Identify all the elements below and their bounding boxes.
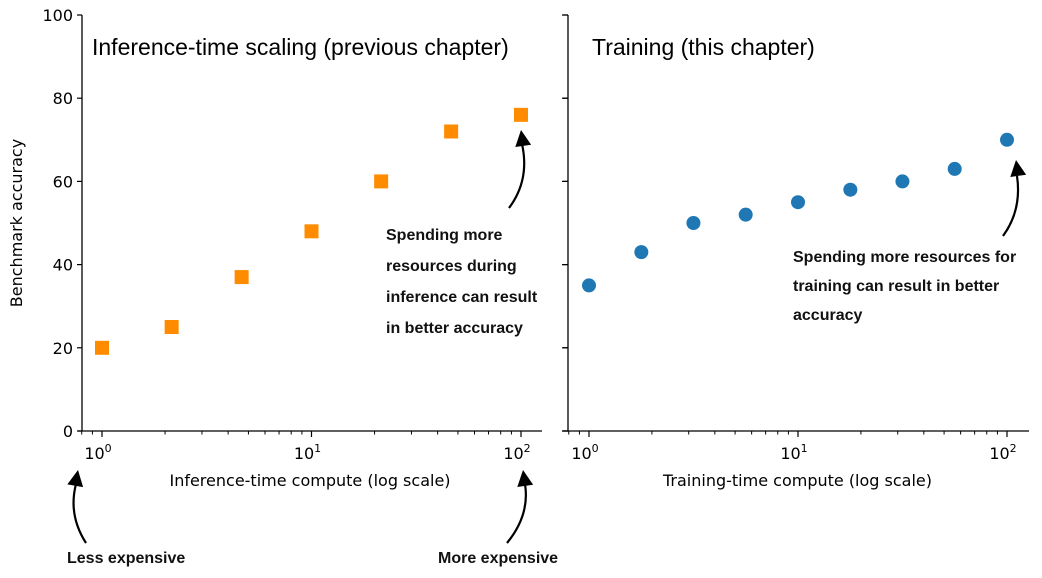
- y-tick-label: 80: [53, 89, 73, 108]
- y-axis-label: Benchmark accuracy: [7, 139, 26, 307]
- data-point-circle: [634, 245, 649, 260]
- data-point-circle: [947, 161, 962, 176]
- data-point-square: [164, 320, 179, 334]
- data-point-circle: [895, 174, 910, 189]
- arrow-icon: [508, 130, 532, 209]
- arrow-icon: [1002, 160, 1027, 237]
- arrow-icon: [506, 470, 534, 544]
- x-tick-label: 101: [780, 442, 807, 463]
- y-tick-label: 0: [63, 422, 73, 441]
- y-tick-label: 60: [53, 172, 73, 191]
- y-tick-label: 40: [53, 256, 73, 275]
- left-panel: 0 20 40 60 80 100 100 101 102 Inference-time scal…: [42, 6, 568, 490]
- right-panel: 100 101 102 Training (this chapter) Training…: [562, 14, 1029, 490]
- data-point-square: [95, 340, 109, 355]
- data-point-square: [304, 224, 319, 239]
- x-tick-label: 102: [503, 442, 530, 463]
- x-axis-label: Inference-time compute (log scale): [169, 471, 450, 490]
- x-tick-label: 102: [989, 442, 1016, 463]
- annotation-inference: resources during: [386, 258, 517, 275]
- annotation-less-expensive: Less expensive: [67, 550, 185, 567]
- x-tick-label: 100: [571, 442, 598, 463]
- data-point-circle: [738, 207, 753, 222]
- annotation-inference: in better accuracy: [386, 320, 523, 337]
- data-point-circle: [582, 278, 596, 293]
- annotation-more-expensive: More expensive: [438, 550, 558, 567]
- annotation-inference: inference can result: [386, 289, 538, 306]
- x-tick-label: 100: [84, 442, 111, 463]
- annotation-training: Spending more resources for: [793, 249, 1016, 266]
- data-point-square: [514, 107, 528, 122]
- x-axis-label: Training-time compute (log scale): [662, 471, 932, 490]
- data-point-square: [374, 174, 389, 189]
- annotation-training: accuracy: [793, 307, 862, 324]
- y-tick-label: 100: [42, 6, 73, 25]
- panel-title: Inference-time scaling (previous chapter…: [92, 34, 509, 60]
- annotation-inference: Spending more: [386, 227, 503, 244]
- panel-title: Training (this chapter): [592, 34, 815, 60]
- arrow-icon: [67, 470, 87, 544]
- y-tick-label: 20: [53, 339, 73, 358]
- annotation-training: training can result in better: [793, 278, 999, 295]
- data-point-square: [444, 124, 459, 139]
- data-point-square: [234, 270, 249, 285]
- data-point-circle: [1000, 132, 1014, 147]
- data-point-circle: [686, 216, 701, 230]
- data-point-circle: [791, 195, 805, 210]
- x-tick-label: 101: [294, 442, 321, 463]
- data-point-circle: [843, 182, 858, 197]
